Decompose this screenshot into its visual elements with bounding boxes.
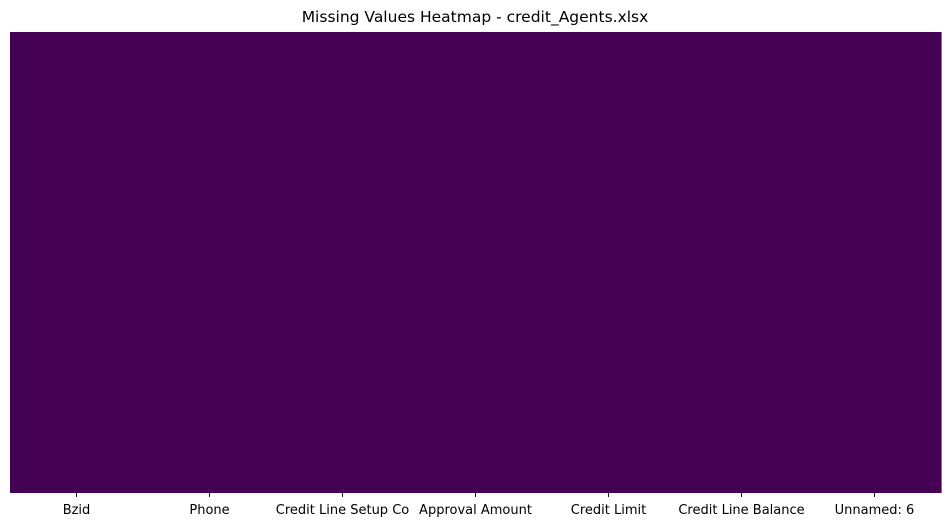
x-tick-label-1: Phone — [189, 503, 229, 518]
chart-title: Missing Values Heatmap - credit_Agents.x… — [301, 8, 649, 26]
x-tick-label-3: Approval Amount — [419, 503, 532, 518]
heatmap-cell-0 — [10, 32, 144, 493]
x-tick-label-6: Unnamed: 6 — [835, 503, 915, 518]
heatmap-cell-6 — [808, 32, 942, 493]
x-axis-ticks: Bzid Phone Credit Line Setup Co Approval Am… — [63, 493, 915, 518]
heatmap-cells — [10, 32, 942, 493]
heatmap-cell-1 — [143, 32, 277, 493]
heatmap-cell-2 — [276, 32, 410, 493]
heatmap-cell-5 — [675, 32, 809, 493]
x-tick-label-5: Credit Line Balance — [678, 503, 804, 518]
x-tick-label-2: Credit Line Setup Co — [276, 503, 409, 518]
heatmap-cell-4 — [542, 32, 676, 493]
x-tick-label-4: Credit Limit — [571, 503, 646, 518]
heatmap-cell-3 — [409, 32, 543, 493]
x-tick-label-0: Bzid — [63, 503, 91, 518]
